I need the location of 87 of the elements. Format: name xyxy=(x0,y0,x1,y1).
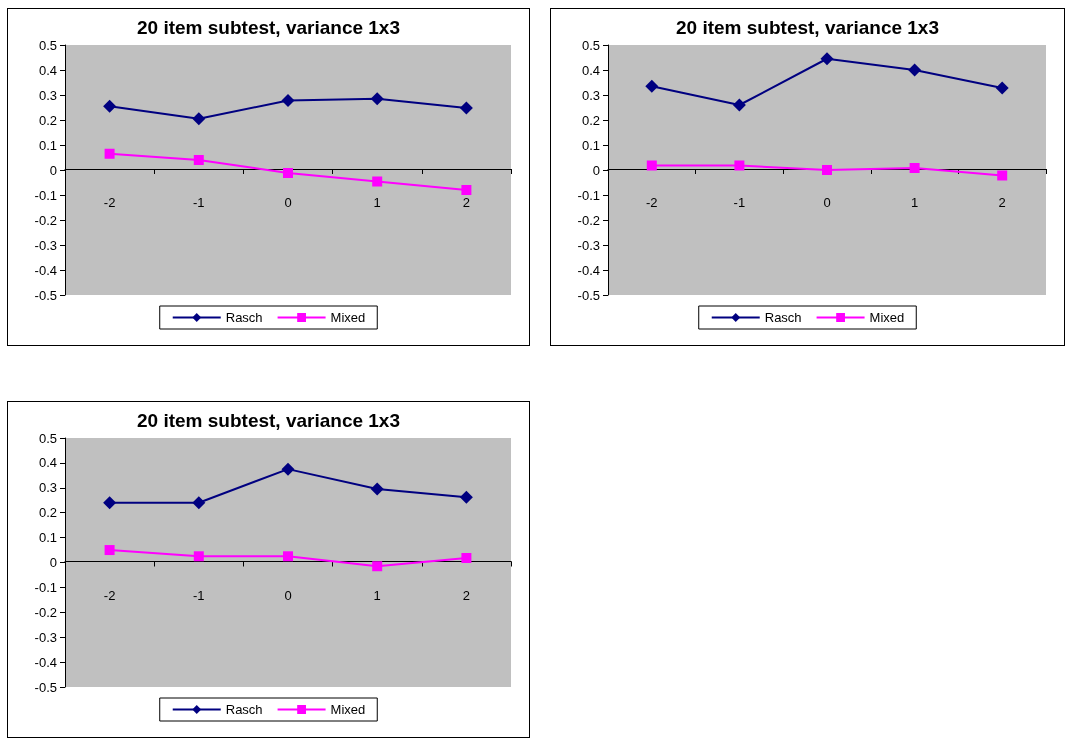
point xyxy=(820,52,834,66)
legend-label: Rasch xyxy=(764,310,802,325)
point xyxy=(103,99,117,113)
point xyxy=(104,148,115,159)
legend-label: Rasch xyxy=(225,310,263,325)
y-tick-label: 0.3 xyxy=(581,87,600,103)
y-tick-label: 0 xyxy=(49,162,57,178)
x-tick-label: 0 xyxy=(823,195,831,210)
y-tick-label: 0.5 xyxy=(581,37,600,53)
y-tick-label: 0.2 xyxy=(581,112,600,128)
point xyxy=(281,94,295,107)
x-tick-label: 0 xyxy=(284,195,292,210)
point xyxy=(732,98,746,112)
point xyxy=(281,462,295,476)
point xyxy=(734,160,745,171)
y-tick-label: -0.1 xyxy=(577,187,600,203)
point xyxy=(104,545,115,556)
y-tick-label: 0.2 xyxy=(38,112,57,128)
point xyxy=(997,170,1008,181)
chart-title: 20 item subtest, variance 1x3 xyxy=(137,17,400,38)
point xyxy=(822,165,832,175)
x-tick-label: 2 xyxy=(462,195,471,210)
y-tick-label: 0 xyxy=(49,555,57,570)
legend-label: Mixed xyxy=(869,310,905,325)
point xyxy=(370,92,384,106)
point xyxy=(995,81,1009,95)
x-tick-label: -1 xyxy=(193,587,205,603)
point xyxy=(461,553,472,564)
point xyxy=(103,496,117,510)
y-tick-label: -0.5 xyxy=(577,287,600,303)
y-tick-label: -0.5 xyxy=(34,679,57,695)
x-tick-label: 0 xyxy=(284,587,292,603)
y-tick-label: -0.4 xyxy=(34,654,57,670)
point xyxy=(646,160,657,171)
y-tick-label: 0.1 xyxy=(38,137,57,153)
y-tick-label: 0.2 xyxy=(38,505,57,521)
x-tick-label: 1 xyxy=(373,587,381,603)
point xyxy=(193,155,204,165)
point xyxy=(459,101,473,115)
y-tick-label: 0.3 xyxy=(38,87,57,103)
x-tick-label: 1 xyxy=(373,195,381,210)
point xyxy=(370,482,384,496)
y-tick-label: 0.4 xyxy=(581,62,600,78)
point xyxy=(192,112,206,126)
y-tick-label: 0.1 xyxy=(581,137,600,153)
y-tick-label: -0.3 xyxy=(34,629,57,645)
y-tick-label: -0.2 xyxy=(34,212,57,228)
y-tick-label: -0.2 xyxy=(577,212,600,228)
point xyxy=(192,496,206,510)
y-tick-label: -0.2 xyxy=(34,604,57,620)
y-tick-label: 0.3 xyxy=(38,480,57,496)
x-tick-label: -2 xyxy=(103,195,116,210)
chart-title: 20 item subtest, variance 1x3 xyxy=(676,17,939,38)
x-tick-label: 1 xyxy=(910,195,919,210)
y-tick-label: -0.3 xyxy=(34,237,57,253)
legend-label: Rasch xyxy=(225,702,263,717)
y-tick-label: 0.4 xyxy=(38,455,57,471)
y-tick-label: -0.4 xyxy=(577,262,600,278)
x-tick-label: -1 xyxy=(193,195,205,210)
y-tick-label: 0.5 xyxy=(38,430,57,446)
y-tick-label: 0 xyxy=(592,162,600,178)
point xyxy=(909,163,920,173)
x-tick-label: -2 xyxy=(646,195,658,210)
x-tick-label: 2 xyxy=(998,195,1006,210)
chart-title: 20 item subtest, variance 1x3 xyxy=(137,410,400,431)
point xyxy=(283,551,293,562)
point xyxy=(645,79,659,93)
y-tick-label: -0.1 xyxy=(34,579,57,595)
y-tick-label: -0.4 xyxy=(34,262,57,278)
x-tick-label: -2 xyxy=(103,587,116,603)
y-tick-label: 0.5 xyxy=(38,37,57,53)
point xyxy=(908,63,922,77)
point xyxy=(372,561,383,572)
y-tick-label: -0.3 xyxy=(577,237,600,253)
legend-label: Mixed xyxy=(330,310,366,325)
point xyxy=(283,168,293,178)
point xyxy=(461,185,472,195)
x-tick-label: 2 xyxy=(462,587,471,603)
point xyxy=(193,551,204,562)
y-tick-label: -0.1 xyxy=(34,187,57,203)
point xyxy=(459,490,473,504)
y-tick-label: -0.5 xyxy=(34,287,57,303)
y-tick-label: 0.1 xyxy=(38,530,57,546)
x-tick-label: -1 xyxy=(733,195,746,210)
point xyxy=(372,176,383,187)
legend-label: Mixed xyxy=(330,702,366,717)
y-tick-label: 0.4 xyxy=(38,62,57,78)
